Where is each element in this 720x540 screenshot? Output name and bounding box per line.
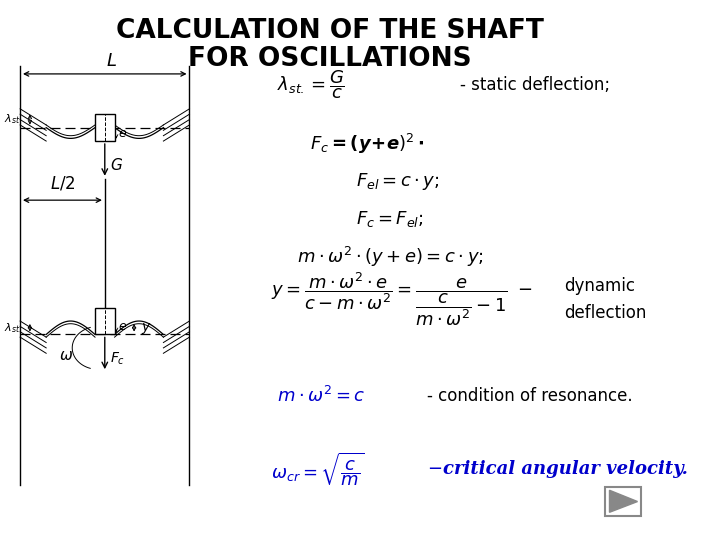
Text: dynamic: dynamic bbox=[564, 277, 635, 295]
Text: - condition of resonance.: - condition of resonance. bbox=[427, 387, 633, 405]
Text: deflection: deflection bbox=[564, 304, 647, 322]
Text: $\omega$: $\omega$ bbox=[58, 349, 73, 363]
Text: $L/2$: $L/2$ bbox=[50, 174, 75, 192]
Text: $y=\dfrac{m\cdot\omega^2\cdot e}{c-m\cdot\omega^2}=\dfrac{e}{\dfrac{c}{m\cdot\om: $y=\dfrac{m\cdot\omega^2\cdot e}{c-m\cdo… bbox=[271, 271, 532, 328]
Text: $L$: $L$ bbox=[106, 52, 117, 70]
Text: $e$: $e$ bbox=[118, 320, 127, 333]
Text: $m\cdot\omega^2=c$: $m\cdot\omega^2=c$ bbox=[277, 386, 366, 406]
Text: $\boldsymbol{\mathit{F}_c=(y\!+\!e)^2\cdot}$: $\boldsymbol{\mathit{F}_c=(y\!+\!e)^2\cd… bbox=[310, 132, 425, 156]
Text: $\lambda_{st}$: $\lambda_{st}$ bbox=[4, 321, 20, 335]
Text: CALCULATION OF THE SHAFT: CALCULATION OF THE SHAFT bbox=[115, 18, 544, 44]
Text: - static deflection;: - static deflection; bbox=[459, 76, 610, 93]
Text: $-$: $-$ bbox=[427, 460, 444, 478]
Text: $y$: $y$ bbox=[140, 321, 151, 335]
Text: $\lambda_{\mathit{st.}}=\dfrac{G}{c}$: $\lambda_{\mathit{st.}}=\dfrac{G}{c}$ bbox=[277, 69, 346, 101]
Bar bbox=[95, 308, 114, 334]
Text: $\lambda_{st}$: $\lambda_{st}$ bbox=[4, 113, 20, 126]
Bar bbox=[605, 487, 641, 516]
Bar bbox=[95, 114, 114, 141]
Text: $F_c$: $F_c$ bbox=[110, 350, 125, 367]
Text: $e$: $e$ bbox=[118, 126, 127, 139]
Text: $F_c=F_{el};$: $F_c=F_{el};$ bbox=[356, 209, 423, 229]
Text: critical angular velocity.: critical angular velocity. bbox=[444, 460, 688, 478]
Text: $\omega_{cr}=\sqrt{\dfrac{c}{m}}$: $\omega_{cr}=\sqrt{\dfrac{c}{m}}$ bbox=[271, 450, 364, 488]
Text: $F_{el}=c\cdot y;$: $F_{el}=c\cdot y;$ bbox=[356, 171, 439, 192]
Text: $G$: $G$ bbox=[110, 157, 123, 173]
Polygon shape bbox=[610, 490, 637, 512]
Text: FOR OSCILLATIONS: FOR OSCILLATIONS bbox=[188, 46, 472, 72]
Text: $m\cdot\omega^2\cdot(y+e)=c\cdot y;$: $m\cdot\omega^2\cdot(y+e)=c\cdot y;$ bbox=[297, 245, 484, 268]
